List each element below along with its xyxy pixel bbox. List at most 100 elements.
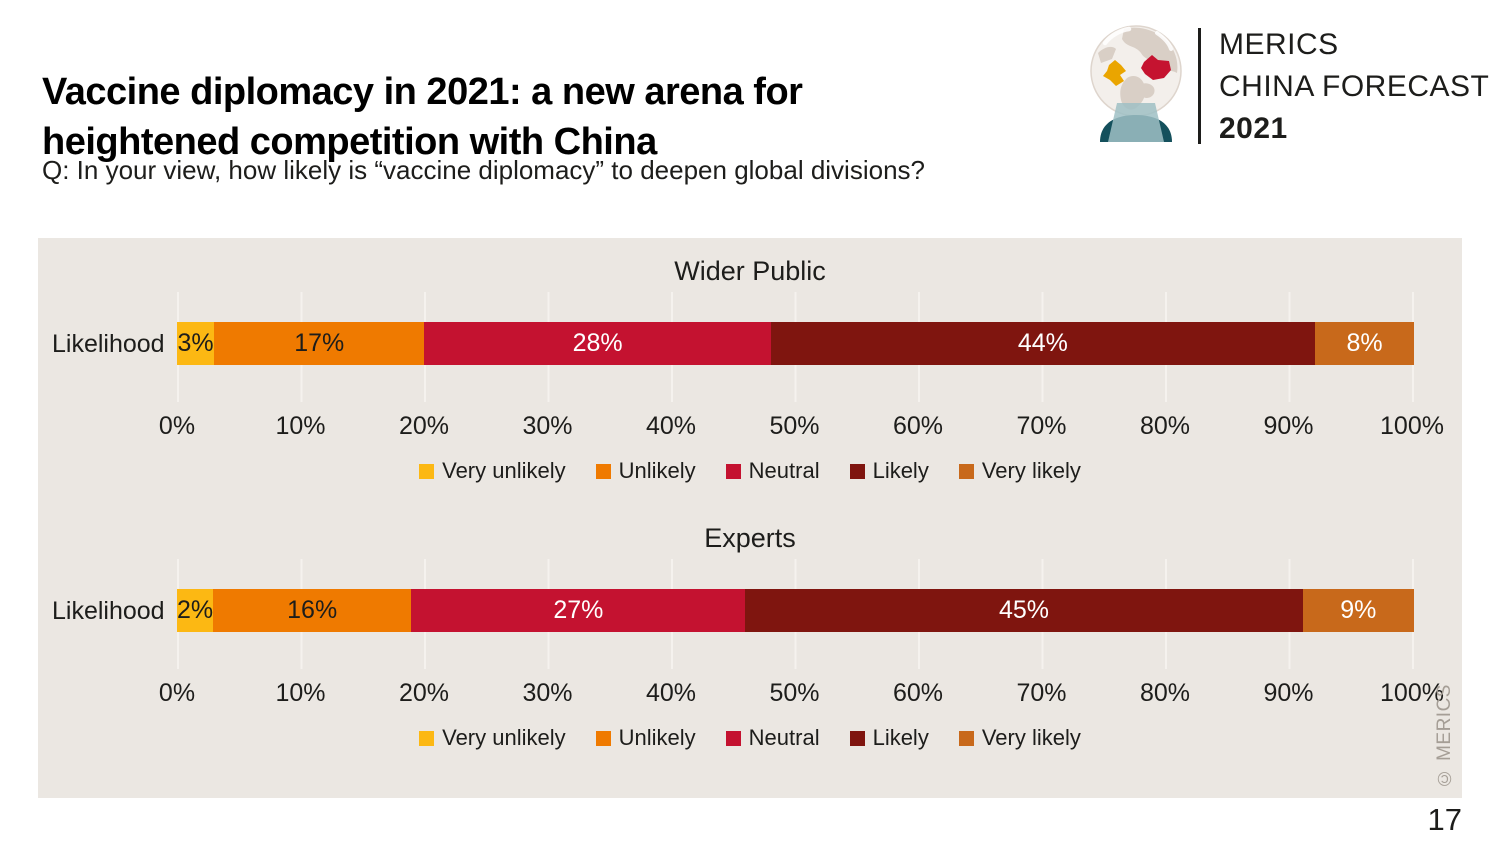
bar-segment-very-unlikely: 3% [177, 322, 215, 365]
legend: Very unlikely Unlikely Neutral Likely Very l… [38, 725, 1462, 751]
row-label: Likelihood [52, 330, 165, 358]
legend-label: Very likely [981, 725, 1081, 750]
x-axis-tick: 90% [1263, 412, 1314, 440]
stacked-bar: 3% 17% 28% 44% 8% [177, 322, 1414, 365]
legend-swatch-icon [595, 463, 611, 479]
bar-segment-label: 8% [1346, 329, 1383, 357]
bar-segment-label: 28% [572, 329, 623, 357]
logo-divider [1198, 28, 1201, 144]
legend-swatch-icon [849, 463, 865, 479]
x-axis-tick: 60% [892, 679, 944, 707]
x-axis-tick: 20% [398, 679, 450, 707]
copyright-note: © MERICS [1434, 683, 1455, 788]
legend-label: Neutral [748, 725, 820, 750]
bar-segment-likely: 45% [745, 589, 1303, 632]
legend-item-likely: Likely [849, 725, 929, 751]
legend-item-very-likely: Very likely [958, 725, 1081, 751]
x-axis-tick: 70% [1016, 679, 1067, 707]
legend-swatch-icon [725, 463, 741, 479]
legend-item-unlikely: Unlikely [595, 458, 696, 484]
legend-label: Likely [872, 725, 929, 750]
page-number: 17 [1427, 802, 1462, 837]
bar-segment-very-likely: 9% [1302, 589, 1414, 632]
x-axis-tick: 40% [645, 679, 697, 707]
legend-label: Very unlikely [442, 458, 566, 483]
bar-segment-very-unlikely: 2% [177, 589, 214, 632]
bar-segment-label: 17% [294, 329, 345, 357]
bar-segment-label: 2% [177, 596, 214, 624]
bar-segment-label: 44% [1017, 329, 1068, 357]
group-title: Wider Public [674, 256, 826, 286]
bar-segment-unlikely: 16% [213, 589, 412, 632]
page-title-line2: heightened competition with China [42, 121, 657, 164]
legend-label: Unlikely [618, 458, 696, 483]
chart-group-experts: Experts Likelihood 2% 16% 27% 45% 9% 0% 10% 20… [38, 505, 1462, 765]
bar-segment-label: 27% [553, 596, 604, 624]
legend-swatch-icon [419, 463, 435, 479]
legend-swatch-icon [849, 730, 865, 746]
x-axis-tick: 60% [892, 412, 944, 440]
bar-segment-neutral: 27% [411, 589, 746, 632]
group-title: Experts [704, 523, 796, 553]
legend-swatch-icon [958, 463, 974, 479]
bar-segment-label: 45% [999, 596, 1050, 624]
page-title-line1: Vaccine diplomacy in 2021: a new arena f… [42, 71, 803, 114]
bar-segment-very-likely: 8% [1315, 322, 1414, 365]
legend-item-neutral: Neutral [725, 458, 820, 484]
plot-area: 2% 16% 27% 45% 9% [177, 559, 1414, 669]
legend-item-likely: Likely [849, 458, 929, 484]
x-axis-tick: 50% [769, 679, 820, 707]
legend-swatch-icon [725, 730, 741, 746]
x-axis-tick: 40% [645, 412, 697, 440]
bar-segment-neutral: 28% [424, 322, 771, 365]
legend-label: Neutral [748, 458, 820, 483]
x-axis-tick: 100% [1380, 412, 1444, 440]
logo-wordmark: MERICS CHINA FORECAST 2021 [1219, 24, 1489, 150]
bar-segment-likely: 44% [770, 322, 1316, 365]
chart-group-wider-public: Wider Public Likelihood 3% 17% 28% 44% 8% 0%… [38, 238, 1462, 498]
legend-label: Very unlikely [442, 725, 566, 750]
x-axis-tick: 10% [275, 412, 326, 440]
logo-line-merics: MERICS [1219, 28, 1339, 61]
legend-swatch-icon [419, 730, 435, 746]
x-axis-tick: 30% [522, 412, 573, 440]
legend-item-unlikely: Unlikely [595, 725, 696, 751]
bar-segment-label: 9% [1340, 596, 1377, 624]
x-axis-tick: 0% [158, 412, 196, 440]
legend-item-neutral: Neutral [725, 725, 820, 751]
x-axis-tick: 10% [275, 679, 326, 707]
x-axis-tick: 20% [398, 412, 450, 440]
plot-area: 3% 17% 28% 44% 8% [177, 292, 1414, 402]
x-axis-tick: 90% [1263, 679, 1314, 707]
legend-swatch-icon [958, 730, 974, 746]
legend-label: Unlikely [618, 725, 696, 750]
bar-segment-label: 3% [177, 329, 214, 357]
x-axis-tick: 100% [1380, 679, 1444, 707]
survey-question: Q: In your view, how likely is “vaccine … [42, 155, 925, 185]
logo-line-china-forecast: CHINA FORECAST [1219, 70, 1490, 103]
x-axis-tick: 80% [1139, 412, 1191, 440]
x-axis-tick: 50% [769, 412, 820, 440]
bar-segment-unlikely: 17% [214, 322, 425, 365]
x-axis-tick: 80% [1139, 679, 1191, 707]
crystal-ball-globe-icon [1090, 25, 1182, 142]
legend-item-very-likely: Very likely [958, 458, 1081, 484]
x-axis-tick: 30% [522, 679, 573, 707]
stacked-bar: 2% 16% 27% 45% 9% [177, 589, 1414, 632]
row-label: Likelihood [52, 597, 165, 625]
legend: Very unlikely Unlikely Neutral Likely Very l… [38, 458, 1462, 484]
x-axis-tick: 0% [158, 679, 196, 707]
chart-panel: Wider Public Likelihood 3% 17% 28% 44% 8% 0%… [38, 238, 1462, 798]
x-axis-ticks: 0% 10% 20% 30% 40% 50% 60% 70% 80% 90% 100% [159, 412, 1444, 442]
legend-item-very-unlikely: Very unlikely [419, 458, 566, 484]
bar-segment-label: 16% [287, 596, 338, 624]
legend-label: Likely [872, 458, 929, 483]
x-axis-ticks: 0% 10% 20% 30% 40% 50% 60% 70% 80% 90% 100% [159, 679, 1444, 709]
legend-item-very-unlikely: Very unlikely [419, 725, 566, 751]
page-title: Vaccine diplomacy in 2021: a new arena f… [42, 67, 1002, 167]
legend-swatch-icon [595, 730, 611, 746]
legend-label: Very likely [981, 458, 1081, 483]
x-axis-tick: 70% [1016, 412, 1067, 440]
merics-logo: MERICS CHINA FORECAST 2021 [1086, 24, 1489, 146]
logo-line-year: 2021 [1219, 112, 1288, 145]
